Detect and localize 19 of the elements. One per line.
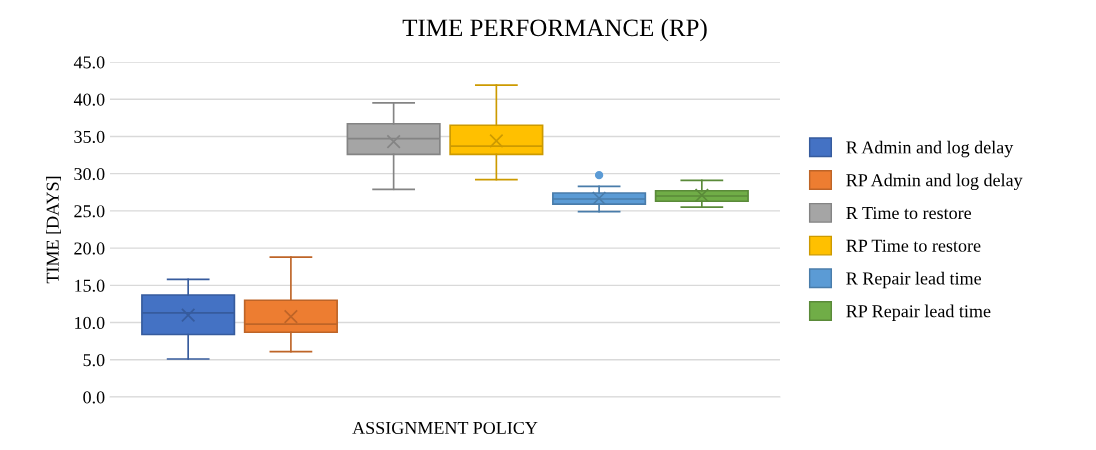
y-tick-label: 30.0	[74, 167, 105, 181]
chart-title: TIME PERFORMANCE (RP)	[402, 18, 707, 42]
legend-label: RP Repair lead time	[846, 304, 991, 321]
y-tick-label: 5.0	[83, 354, 105, 367]
y-tick-label: 15.0	[75, 279, 105, 292]
y-tick-label: 0.0	[83, 391, 105, 404]
y-tick-label: 35.0	[74, 130, 105, 143]
x-axis-title: ASSIGNMENT POLICY	[352, 421, 538, 435]
y-tick-label: 45.0	[73, 56, 105, 69]
y-tick-label: 40.0	[73, 93, 105, 106]
legend-label: RP Admin and log delay	[846, 173, 1023, 191]
legend-label: R Time to restore	[846, 206, 972, 220]
legend-label: R Repair lead time	[846, 271, 982, 289]
y-tick-label: 20.0	[74, 242, 105, 255]
legend-label: RP Time to restore	[846, 239, 981, 252]
y-tick-label: 25.0	[74, 205, 105, 218]
y-tick-label: 10.0	[75, 316, 105, 330]
legend-label: R Admin and log delay	[846, 140, 1014, 158]
y-axis-title: TIME [DAYS]	[46, 176, 61, 284]
